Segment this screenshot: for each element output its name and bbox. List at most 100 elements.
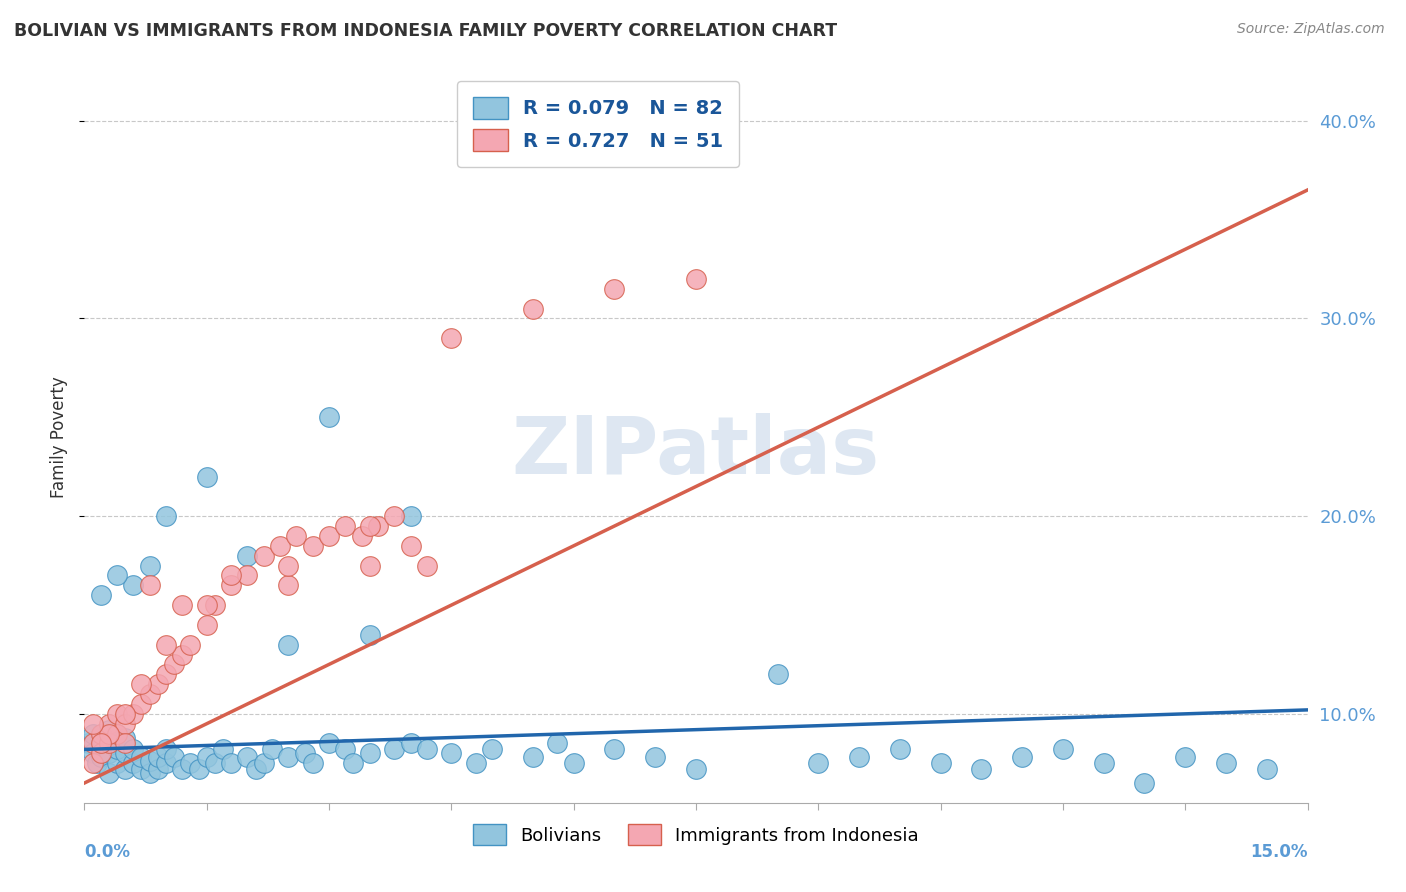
Point: [97, 747, 120, 761]
Point: [179, 756, 201, 771]
Point: [122, 706, 145, 721]
Point: [105, 706, 128, 721]
Point: [416, 558, 439, 573]
Point: [359, 558, 381, 573]
Point: [889, 742, 911, 756]
Point: [114, 731, 136, 745]
Point: [277, 558, 299, 573]
Point: [440, 331, 463, 345]
Point: [105, 756, 128, 771]
Point: [138, 687, 160, 701]
Point: [97, 723, 120, 737]
Point: [399, 539, 422, 553]
Point: [131, 762, 153, 776]
Point: [105, 742, 128, 756]
Point: [179, 638, 201, 652]
Point: [301, 756, 323, 771]
Point: [359, 747, 381, 761]
Point: [90, 737, 112, 751]
Point: [603, 282, 626, 296]
Point: [440, 747, 463, 761]
Point: [195, 618, 218, 632]
Point: [172, 762, 194, 776]
Point: [97, 766, 120, 780]
Point: [929, 756, 952, 771]
Point: [195, 469, 218, 483]
Point: [253, 756, 276, 771]
Point: [146, 677, 169, 691]
Text: ZIPatlas: ZIPatlas: [512, 413, 880, 491]
Point: [269, 539, 291, 553]
Point: [350, 529, 373, 543]
Point: [97, 726, 120, 740]
Text: BOLIVIAN VS IMMIGRANTS FROM INDONESIA FAMILY POVERTY CORRELATION CHART: BOLIVIAN VS IMMIGRANTS FROM INDONESIA FA…: [14, 22, 837, 40]
Point: [82, 737, 104, 751]
Point: [97, 716, 120, 731]
Point: [399, 737, 422, 751]
Point: [155, 756, 177, 771]
Point: [285, 529, 308, 543]
Point: [212, 742, 235, 756]
Point: [122, 578, 145, 592]
Point: [90, 726, 112, 740]
Point: [318, 529, 340, 543]
Point: [522, 750, 544, 764]
Point: [82, 747, 104, 761]
Point: [114, 747, 136, 761]
Point: [204, 598, 226, 612]
Point: [131, 697, 153, 711]
Point: [359, 519, 381, 533]
Point: [90, 726, 112, 740]
Point: [335, 742, 357, 756]
Point: [342, 756, 364, 771]
Point: [155, 667, 177, 681]
Point: [146, 762, 169, 776]
Point: [204, 756, 226, 771]
Point: [1256, 762, 1278, 776]
Point: [1174, 750, 1197, 764]
Point: [163, 750, 186, 764]
Point: [562, 756, 585, 771]
Point: [367, 519, 389, 533]
Point: [138, 558, 160, 573]
Point: [114, 716, 136, 731]
Point: [219, 578, 242, 592]
Point: [1133, 776, 1156, 790]
Point: [155, 509, 177, 524]
Point: [82, 726, 104, 740]
Point: [131, 677, 153, 691]
Point: [219, 568, 242, 582]
Point: [114, 706, 136, 721]
Point: [105, 568, 128, 582]
Point: [301, 539, 323, 553]
Text: 15.0%: 15.0%: [1250, 843, 1308, 861]
Point: [685, 272, 707, 286]
Point: [236, 750, 259, 764]
Point: [82, 716, 104, 731]
Point: [114, 762, 136, 776]
Point: [1011, 750, 1033, 764]
Point: [155, 742, 177, 756]
Point: [294, 747, 316, 761]
Point: [195, 598, 218, 612]
Point: [1092, 756, 1115, 771]
Point: [481, 742, 503, 756]
Point: [138, 766, 160, 780]
Y-axis label: Family Poverty: Family Poverty: [51, 376, 69, 498]
Point: [277, 750, 299, 764]
Point: [685, 762, 707, 776]
Point: [172, 598, 194, 612]
Point: [105, 726, 128, 740]
Legend: Bolivians, Immigrants from Indonesia: Bolivians, Immigrants from Indonesia: [465, 817, 927, 852]
Point: [277, 578, 299, 592]
Point: [163, 657, 186, 672]
Point: [1052, 742, 1074, 756]
Point: [77, 737, 100, 751]
Point: [195, 750, 218, 764]
Point: [807, 756, 830, 771]
Point: [236, 568, 259, 582]
Point: [277, 638, 299, 652]
Point: [97, 737, 120, 751]
Point: [970, 762, 993, 776]
Point: [399, 509, 422, 524]
